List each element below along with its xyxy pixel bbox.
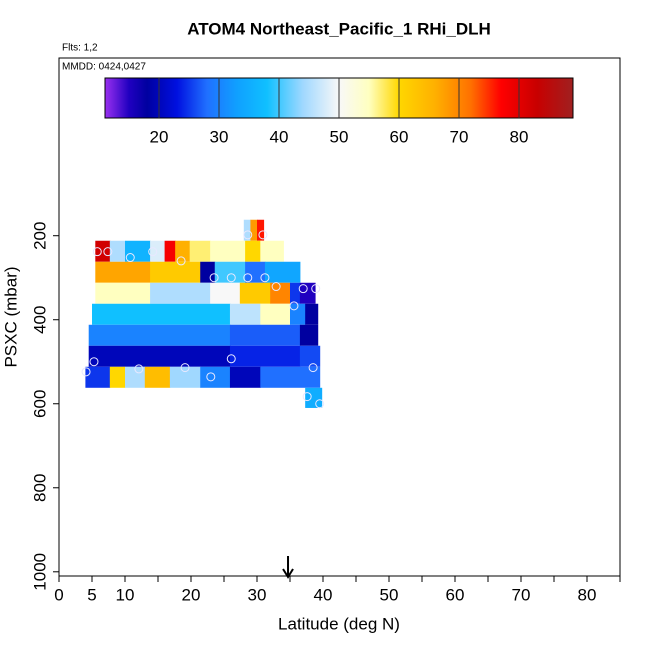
sample-point [260, 273, 270, 283]
sample-point [308, 363, 318, 373]
cell [125, 366, 146, 388]
location-arrow [282, 556, 294, 579]
x-tick-label: 60 [446, 585, 465, 604]
cell [214, 261, 246, 283]
cell [144, 366, 171, 388]
cell [200, 261, 216, 283]
cell [109, 240, 126, 262]
sample-point [176, 256, 186, 266]
cell [175, 240, 191, 262]
cell [95, 261, 151, 283]
cell [299, 345, 321, 367]
sample-point [125, 253, 135, 263]
cell [243, 219, 251, 241]
sample-point [148, 247, 158, 257]
colorbar-tick-label: 60 [390, 127, 409, 146]
cell [189, 240, 211, 262]
x-tick-label: 40 [314, 585, 333, 604]
cell [150, 282, 211, 304]
x-tick-label: 50 [380, 585, 399, 604]
cell [164, 240, 176, 262]
cell [150, 240, 166, 262]
cell [250, 219, 258, 241]
y-tick-label: 1000 [30, 553, 49, 591]
sample-point [103, 247, 113, 257]
y-tick-label: 600 [30, 390, 49, 418]
cell [270, 282, 291, 304]
sample-point [81, 367, 91, 377]
cell [260, 303, 291, 325]
x-tick-label: 5 [87, 585, 96, 604]
sample-point [298, 284, 308, 294]
x-tick-label: 20 [182, 585, 201, 604]
sample-point [243, 230, 253, 240]
cell [229, 303, 261, 325]
cell [260, 240, 284, 262]
sample-point [134, 364, 144, 374]
sample-point [226, 273, 236, 283]
colorbar-tick-label: 50 [330, 127, 349, 146]
cell [257, 219, 265, 241]
cell [264, 261, 301, 283]
sample-point [92, 247, 102, 257]
cell [229, 345, 301, 367]
cell [245, 240, 261, 262]
dates-label: MMDD: 0424,0427 [62, 62, 146, 73]
sample-point [271, 282, 281, 292]
cell [88, 345, 231, 367]
cell [229, 324, 301, 346]
sample-point [206, 372, 216, 382]
x-tick-label: 30 [248, 585, 267, 604]
x-tick-label: 70 [512, 585, 531, 604]
y-axis-label: PSXC (mbar) [1, 266, 20, 367]
sample-point [209, 273, 219, 283]
y-tick-label: 400 [30, 306, 49, 334]
sample-point [289, 301, 299, 311]
sample-point [258, 230, 268, 240]
colorbar-tick-label: 30 [210, 127, 229, 146]
y-tick-label: 800 [30, 474, 49, 502]
cell [125, 240, 151, 262]
y-tick-label: 200 [30, 222, 49, 250]
sample-point [243, 273, 253, 283]
cell [305, 387, 323, 408]
x-tick-label: 0 [54, 585, 63, 604]
plot-frame [58, 57, 621, 577]
cell [290, 303, 306, 325]
cell [245, 261, 266, 283]
cell [109, 366, 126, 388]
sample-point [226, 354, 236, 364]
sample-point [89, 357, 99, 367]
cell [88, 324, 231, 346]
chart-title: ATOM4 Northeast_Pacific_1 RHi_DLH [187, 19, 491, 38]
colorbar-tick-label: 70 [450, 127, 469, 146]
sample-point [311, 284, 321, 294]
cell [229, 366, 261, 388]
cell [92, 303, 231, 325]
flights-label: Flts: 1,2 [62, 43, 98, 54]
cell [299, 324, 319, 346]
cell [150, 261, 201, 283]
cell [95, 240, 111, 262]
colorbar-tick-label: 20 [150, 127, 169, 146]
cell [239, 282, 271, 304]
cell [290, 282, 301, 304]
x-tick-label: 80 [578, 585, 597, 604]
cell [85, 366, 111, 388]
cell [210, 240, 246, 262]
sample-point [302, 392, 312, 402]
colorbar-tick-label: 80 [510, 127, 529, 146]
cell [260, 366, 321, 388]
cell [305, 303, 319, 325]
x-axis-label: Latitude (deg N) [278, 614, 400, 633]
sample-point [180, 363, 190, 373]
cell [95, 282, 151, 304]
sample-point [315, 399, 325, 409]
cell [210, 282, 241, 304]
cell [169, 366, 201, 388]
colorbar-tick-label: 40 [270, 127, 289, 146]
cell [200, 366, 231, 388]
x-tick-label: 10 [116, 585, 135, 604]
